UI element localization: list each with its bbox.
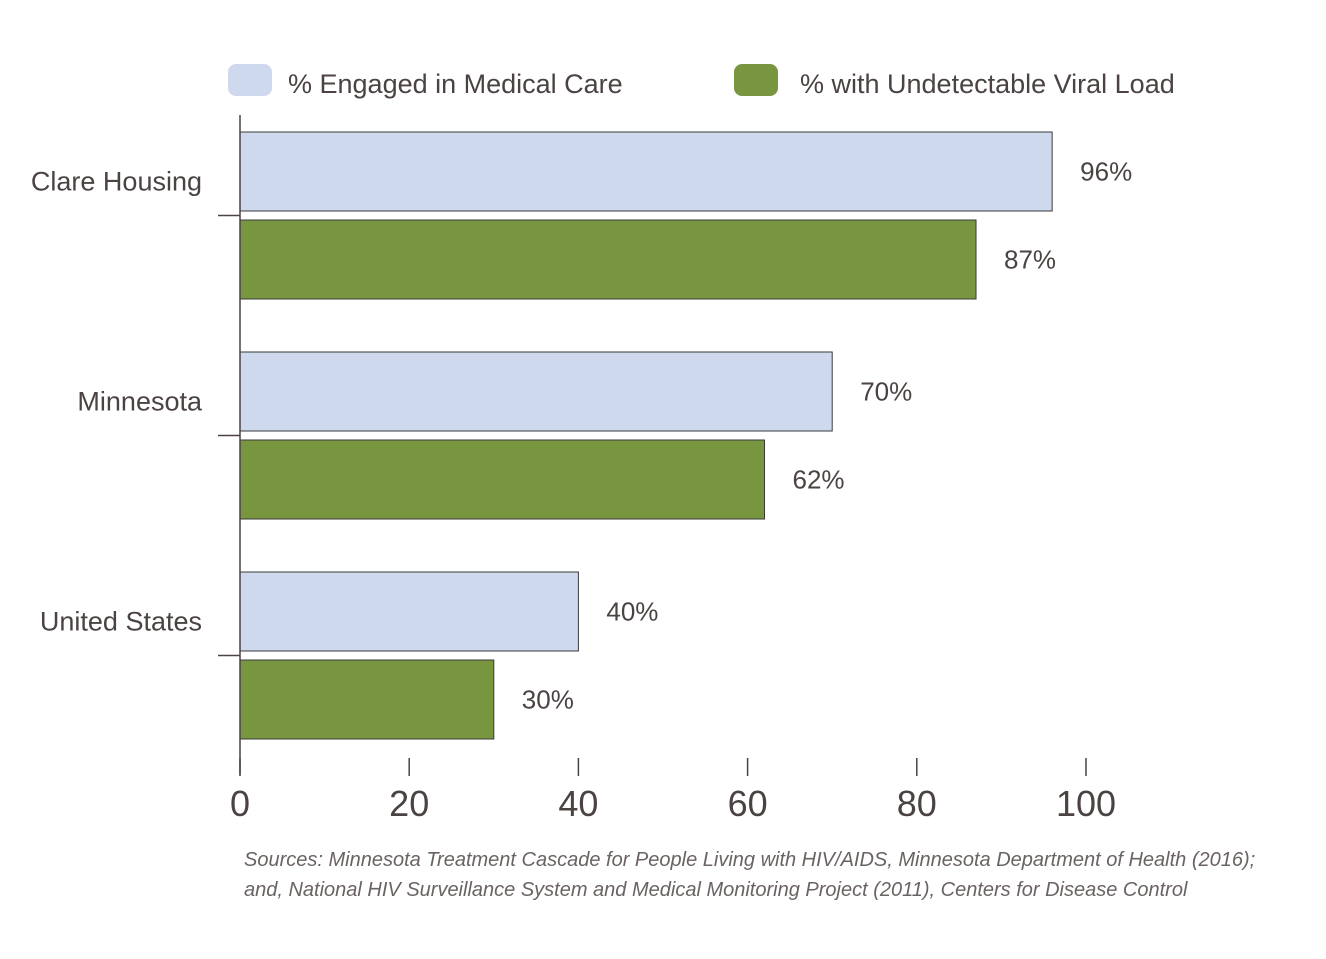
legend-swatch-2 (734, 64, 778, 96)
value-label-1-2: 87% (1004, 244, 1056, 274)
bar-3-2 (239, 659, 495, 740)
x-tick-label-4: 60 (728, 783, 768, 824)
legend-label-2: % with Undetectable Viral Load (800, 69, 1175, 99)
value-label-3-2: 30% (522, 684, 574, 714)
bar-2-1 (239, 351, 833, 432)
category-label-2: Minnesota (77, 387, 203, 417)
legend-swatch-1 (228, 64, 272, 96)
legend-label-1: % Engaged in Medical Care (288, 69, 623, 99)
x-tick-label-3: 40 (558, 783, 598, 824)
value-label-2-1: 70% (860, 376, 912, 406)
category-label-1: Clare Housing (31, 167, 202, 197)
bar-3-1 (239, 571, 579, 652)
value-label-1-1: 96% (1080, 156, 1132, 186)
value-label-2-2: 62% (793, 464, 845, 494)
x-tick-label-1: 0 (230, 783, 250, 824)
value-label-3-1: 40% (606, 596, 658, 626)
bar-1-2 (239, 219, 977, 300)
x-tick-label-6: 100 (1056, 783, 1116, 824)
bar-1-1 (239, 131, 1053, 212)
source-note: Sources: Minnesota Treatment Cascade for… (244, 845, 1304, 905)
x-tick-label-5: 80 (897, 783, 937, 824)
source-line-2: and, National HIV Surveillance System an… (244, 879, 1188, 901)
category-label-3: United States (40, 607, 202, 637)
source-line-1: Sources: Minnesota Treatment Cascade for… (244, 849, 1256, 871)
bar-2-2 (239, 439, 766, 520)
x-tick-label-2: 20 (389, 783, 429, 824)
